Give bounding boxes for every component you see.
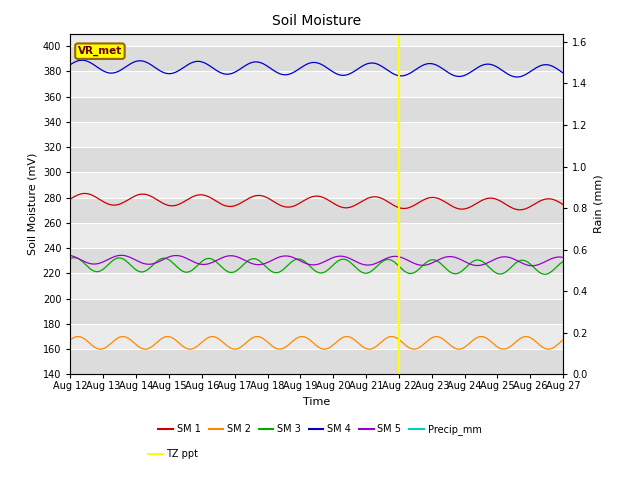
Bar — [70, 349, 563, 374]
Y-axis label: Rain (mm): Rain (mm) — [593, 175, 603, 233]
Bar — [70, 96, 563, 122]
Title: Soil Moisture: Soil Moisture — [272, 14, 362, 28]
Bar — [70, 274, 563, 299]
Bar — [70, 223, 563, 248]
Y-axis label: Soil Moisture (mV): Soil Moisture (mV) — [27, 153, 37, 255]
Bar — [70, 46, 563, 72]
Bar — [70, 324, 563, 349]
Bar — [70, 299, 563, 324]
Bar — [70, 248, 563, 274]
Text: VR_met: VR_met — [78, 46, 122, 56]
Legend: TZ ppt: TZ ppt — [143, 445, 202, 463]
Bar — [70, 198, 563, 223]
Legend: SM 1, SM 2, SM 3, SM 4, SM 5, Precip_mm: SM 1, SM 2, SM 3, SM 4, SM 5, Precip_mm — [154, 420, 486, 439]
Bar — [70, 122, 563, 147]
Bar — [70, 72, 563, 96]
Bar — [70, 147, 563, 172]
Bar — [70, 172, 563, 198]
X-axis label: Time: Time — [303, 397, 330, 407]
